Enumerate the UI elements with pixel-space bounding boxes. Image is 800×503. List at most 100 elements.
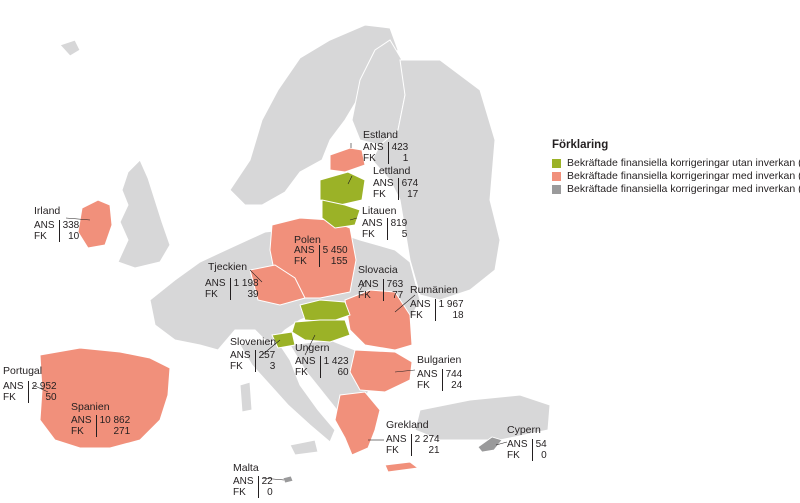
fk-value: 10: [68, 231, 80, 242]
fk-value: 0: [267, 487, 273, 498]
legend-label: Bekräftade finansiella korrigeringar med…: [567, 170, 800, 182]
stats-portugal: ANS 2 952 FK 50: [3, 381, 57, 403]
legend: Förklaring Bekräftade finansiella korrig…: [552, 139, 800, 196]
stats-tjeckien: ANS 1 198 FK 39: [205, 278, 259, 300]
fk-value: 50: [45, 392, 57, 403]
fk-label: FK: [205, 289, 231, 300]
fk-label: FK: [233, 487, 259, 498]
fk-label: FK: [362, 229, 388, 240]
fk-label: FK: [386, 445, 412, 456]
stats-spanien: ANS 10 862 FK 271: [71, 415, 130, 437]
ans-label: ANS: [362, 218, 388, 229]
legend-item: Bekräftade finansiella korrigeringar med…: [552, 170, 800, 182]
ans-value: 257: [258, 350, 276, 361]
label-rumanien: Rumänien: [410, 284, 458, 296]
leader-lines: [32, 143, 508, 481]
fk-value: 24: [451, 380, 463, 391]
ans-value: 22: [261, 476, 273, 487]
sicily-shape: [289, 439, 319, 456]
fk-label: FK: [295, 367, 321, 378]
grekland-shape: [334, 391, 381, 456]
stats-cypern: ANS 54 FK 0: [507, 439, 547, 461]
label-cypern: Cypern: [507, 424, 541, 436]
label-spanien: Spanien: [71, 401, 110, 413]
ans-value: 10 862: [99, 415, 131, 426]
stats-slovenien: ANS 257 FK 3: [230, 350, 275, 372]
ans-value: 1 423: [323, 356, 349, 367]
ans-label: ANS: [34, 220, 60, 231]
fk-label: FK: [363, 153, 389, 164]
fk-label: FK: [417, 380, 443, 391]
fk-value: 1: [402, 153, 409, 164]
stats-bulgarien: ANS 744 FK 24: [417, 369, 462, 391]
fk-label: FK: [507, 450, 533, 461]
ans-value: 819: [390, 218, 408, 229]
ans-label: ANS: [386, 434, 412, 445]
sardinia-shape: [239, 381, 253, 413]
ans-label: ANS: [3, 381, 29, 392]
label-polen: Polen: [294, 234, 321, 246]
label-slovacia: Slovacia: [358, 264, 398, 276]
stats-irland: ANS 338 FK 10: [34, 220, 79, 242]
fk-value: 3: [269, 361, 276, 372]
with-impact-countries: [39, 147, 420, 473]
bulgarien-shape: [349, 349, 413, 393]
portugal-spanien-shape: [39, 347, 171, 449]
label-lettland: Lettland: [373, 165, 411, 177]
stats-litauen: ANS 819 FK 5: [362, 218, 407, 240]
grey-impact-countries: [282, 436, 503, 484]
label-portugal: Portugal: [3, 365, 43, 377]
fk-label: FK: [294, 256, 320, 267]
turkey-shape: [414, 394, 551, 441]
fk-label: FK: [410, 310, 436, 321]
tjeckien-shape: [249, 264, 306, 306]
ans-value: 2 274: [414, 434, 440, 445]
label-irland: Irland: [34, 205, 61, 217]
fk-value: 39: [247, 289, 259, 300]
malta-shape: [282, 475, 294, 484]
label-grekland: Grekland: [386, 419, 429, 431]
fk-value: 0: [541, 450, 547, 461]
fk-value: 155: [330, 256, 348, 267]
stats-lettland: ANS 674 FK 17: [373, 178, 418, 200]
label-malta: Malta: [233, 462, 259, 474]
ans-value: 674: [401, 178, 419, 189]
legend-label: Bekräftade finansiella korrigeringar med…: [567, 183, 800, 195]
ans-label: ANS: [205, 278, 231, 289]
label-bulgarien: Bulgarien: [417, 354, 462, 366]
fk-label: FK: [373, 189, 399, 200]
ans-label: ANS: [294, 245, 320, 256]
ans-label: ANS: [233, 476, 259, 487]
fk-value: 17: [407, 189, 419, 200]
label-litauen: Litauen: [362, 205, 397, 217]
ans-label: ANS: [71, 415, 97, 426]
lettland-shape: [319, 171, 366, 206]
stats-grekland: ANS 2 274 FK 21: [386, 434, 440, 456]
fk-value: 60: [337, 367, 349, 378]
ans-value: 1 198: [233, 278, 259, 289]
ans-label: ANS: [507, 439, 533, 450]
ans-value: 2 952: [31, 381, 57, 392]
fk-value: 18: [452, 310, 464, 321]
legend-title: Förklaring: [552, 139, 609, 151]
irland-shape: [77, 199, 113, 249]
north-islands-shape: [59, 39, 81, 57]
ans-label: ANS: [373, 178, 399, 189]
label-tjeckien: Tjeckien: [208, 261, 248, 273]
stats-polen: ANS 5 450 FK 155: [294, 245, 348, 267]
kreta-shape: [384, 461, 420, 473]
legend-item: Bekräftade finansiella korrigeringar med…: [552, 183, 800, 195]
fk-value: 5: [401, 229, 408, 240]
legend-item: Bekräftade finansiella korrigeringar uta…: [552, 157, 800, 169]
legend-label: Bekräftade finansiella korrigeringar uta…: [567, 157, 800, 169]
stats-ungern: ANS 1 423 FK 60: [295, 356, 349, 378]
fk-value: 77: [392, 290, 404, 301]
legend-swatch-green: [552, 158, 561, 168]
ans-label: ANS: [358, 279, 384, 290]
legend-swatch-salmon: [552, 171, 561, 181]
fk-value: 271: [113, 426, 131, 437]
stats-estland: ANS 423 FK 1: [363, 142, 408, 164]
ans-value: 5 450: [322, 245, 348, 256]
fk-label: FK: [230, 361, 256, 372]
